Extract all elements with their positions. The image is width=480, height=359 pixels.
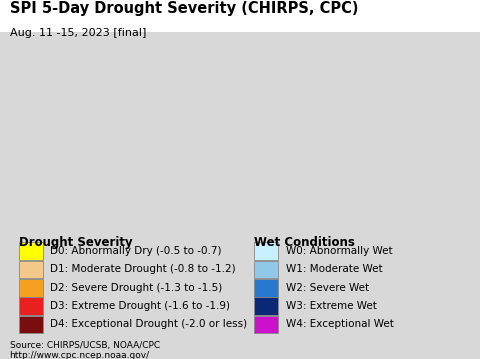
Text: Drought Severity: Drought Severity xyxy=(19,236,133,249)
Bar xyxy=(19,261,43,278)
Text: D1: Moderate Drought (-0.8 to -1.2): D1: Moderate Drought (-0.8 to -1.2) xyxy=(50,265,236,274)
Bar xyxy=(19,279,43,297)
Text: D0: Abnormally Dry (-0.5 to -0.7): D0: Abnormally Dry (-0.5 to -0.7) xyxy=(50,246,222,256)
Bar xyxy=(254,242,278,260)
Bar xyxy=(19,316,43,333)
Text: Source: CHIRPS/UCSB, NOAA/CPC
http://www.cpc.ncep.noaa.gov/: Source: CHIRPS/UCSB, NOAA/CPC http://www… xyxy=(10,341,160,359)
Text: W4: Exceptional Wet: W4: Exceptional Wet xyxy=(286,320,394,330)
Text: W1: Moderate Wet: W1: Moderate Wet xyxy=(286,265,382,274)
Text: Wet Conditions: Wet Conditions xyxy=(254,236,355,249)
Bar xyxy=(19,242,43,260)
Bar xyxy=(254,297,278,315)
Text: Aug. 11 -15, 2023 [final]: Aug. 11 -15, 2023 [final] xyxy=(10,28,146,38)
Bar xyxy=(254,261,278,278)
Bar xyxy=(0,0,480,32)
Bar xyxy=(19,297,43,315)
Text: D2: Severe Drought (-1.3 to -1.5): D2: Severe Drought (-1.3 to -1.5) xyxy=(50,283,223,293)
Text: W0: Abnormally Wet: W0: Abnormally Wet xyxy=(286,246,392,256)
Text: W3: Extreme Wet: W3: Extreme Wet xyxy=(286,301,376,311)
Text: D4: Exceptional Drought (-2.0 or less): D4: Exceptional Drought (-2.0 or less) xyxy=(50,320,248,330)
Text: D3: Extreme Drought (-1.6 to -1.9): D3: Extreme Drought (-1.6 to -1.9) xyxy=(50,301,230,311)
Bar xyxy=(254,279,278,297)
Text: W2: Severe Wet: W2: Severe Wet xyxy=(286,283,369,293)
Text: SPI 5-Day Drought Severity (CHIRPS, CPC): SPI 5-Day Drought Severity (CHIRPS, CPC) xyxy=(10,1,358,16)
Bar xyxy=(254,316,278,333)
